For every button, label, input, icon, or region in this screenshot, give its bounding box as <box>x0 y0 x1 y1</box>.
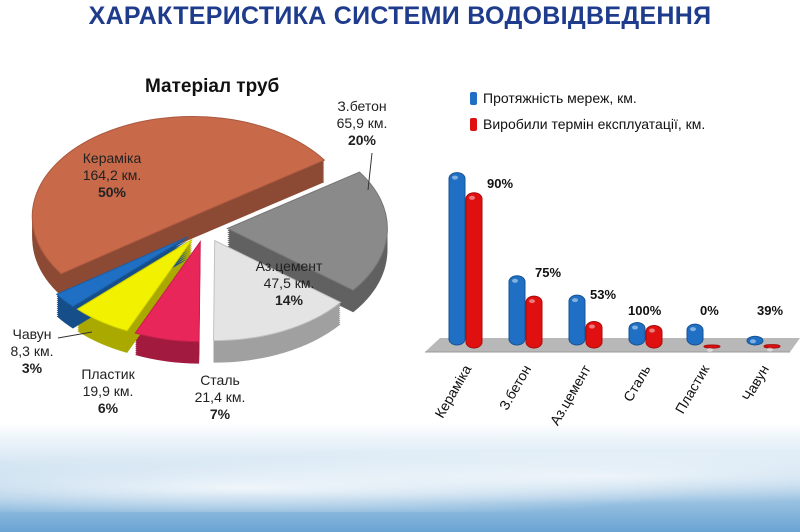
label-percent: 14% <box>274 292 304 308</box>
leader-line <box>367 152 373 191</box>
bar-worn-1 <box>525 295 543 349</box>
pie-slice-5 <box>55 236 188 308</box>
legend-item-length: Протяжність мереж, км. <box>470 90 705 106</box>
label-percent: 3% <box>21 360 43 376</box>
bar-length-2 <box>568 294 586 346</box>
legend-swatch-blue <box>470 91 477 105</box>
pie-label-steel: Сталь 21,4 км. 7% <box>185 372 255 423</box>
bar-length-4 <box>686 323 704 346</box>
bar-legend: Протяжність мереж, км. Виробили термін е… <box>470 90 705 142</box>
bar-highlight <box>707 348 713 352</box>
label-percent: 7% <box>209 406 231 422</box>
bar-worn-0 <box>465 192 483 349</box>
label-name: Сталь <box>200 372 240 388</box>
legend-label: Протяжність мереж, км. <box>483 90 637 106</box>
bar-highlight <box>589 324 595 329</box>
pie-slice-0 <box>31 115 326 275</box>
pie-label-cast-iron: Чавун 8,3 км. 3% <box>2 326 62 377</box>
label-value: 8,3 км. <box>10 343 54 359</box>
label-percent: 50% <box>97 184 127 200</box>
label-name: Пластик <box>81 366 135 382</box>
bar-highlight <box>750 339 756 344</box>
bar-highlight <box>452 175 458 180</box>
pie-label-concrete: З.бетон 65,9 км. 20% <box>322 98 402 149</box>
bar-highlight <box>690 327 696 332</box>
bar-length-5 <box>746 335 764 346</box>
bar-worn-5 <box>763 344 781 349</box>
bar-data-label: 100% <box>628 303 662 318</box>
label-value: 65,9 км. <box>336 115 388 131</box>
label-value: 19,9 км. <box>82 383 134 399</box>
bar-data-label: 0% <box>700 303 719 318</box>
slide-title: ХАРАКТЕРИСТИКА СИСТЕМИ ВОДОВІДВЕДЕННЯ <box>88 2 712 30</box>
pie-slice-3 <box>134 240 201 343</box>
bar-data-label: 39% <box>757 303 784 318</box>
bar-highlight <box>632 325 638 330</box>
bar-data-label: 90% <box>487 176 514 191</box>
label-name: З.бетон <box>337 98 387 114</box>
bar-length-3 <box>628 322 646 346</box>
label-value: 164,2 км. <box>82 167 142 183</box>
label-name: Аз.цемент <box>255 258 323 274</box>
bar-data-label: 53% <box>590 287 617 302</box>
bar-highlight <box>512 278 518 283</box>
water-splash <box>0 452 800 512</box>
pie-label-plastic: Пластик 19,9 км. 6% <box>72 366 144 417</box>
pie-slice-4 <box>76 239 193 332</box>
label-name: Чавун <box>12 326 52 342</box>
bar-data-label: 75% <box>535 265 562 280</box>
bar-highlight <box>469 195 475 200</box>
pie-label-ceramics: Кераміка 164,2 км. 50% <box>62 150 162 201</box>
bar-highlight <box>767 347 773 352</box>
pie-label-asbestos-cement: Аз.цемент 47,5 км. 14% <box>244 258 334 309</box>
bar-worn-4 <box>703 344 721 349</box>
label-value: 47,5 км. <box>263 275 315 291</box>
label-percent: 6% <box>97 400 119 416</box>
pie-title: Матеріал труб <box>145 76 280 97</box>
legend-label: Виробили термін експлуатації, км. <box>483 116 706 132</box>
bar-highlight <box>572 298 578 303</box>
label-value: 21,4 км. <box>194 389 246 405</box>
bar-length-1 <box>508 275 526 346</box>
bar-highlight <box>649 328 655 333</box>
bar-worn-3 <box>645 325 663 349</box>
legend-swatch-red <box>470 117 477 131</box>
bar-length-0 <box>448 172 466 346</box>
legend-item-worn: Виробили термін експлуатації, км. <box>470 116 705 132</box>
label-percent: 20% <box>347 132 377 148</box>
pie-slice-2 <box>213 239 342 342</box>
bar-highlight <box>529 299 535 304</box>
label-name: Кераміка <box>82 150 142 166</box>
pie-slice-1 <box>226 171 388 291</box>
leader-line <box>57 331 93 339</box>
bar-worn-2 <box>585 321 603 349</box>
